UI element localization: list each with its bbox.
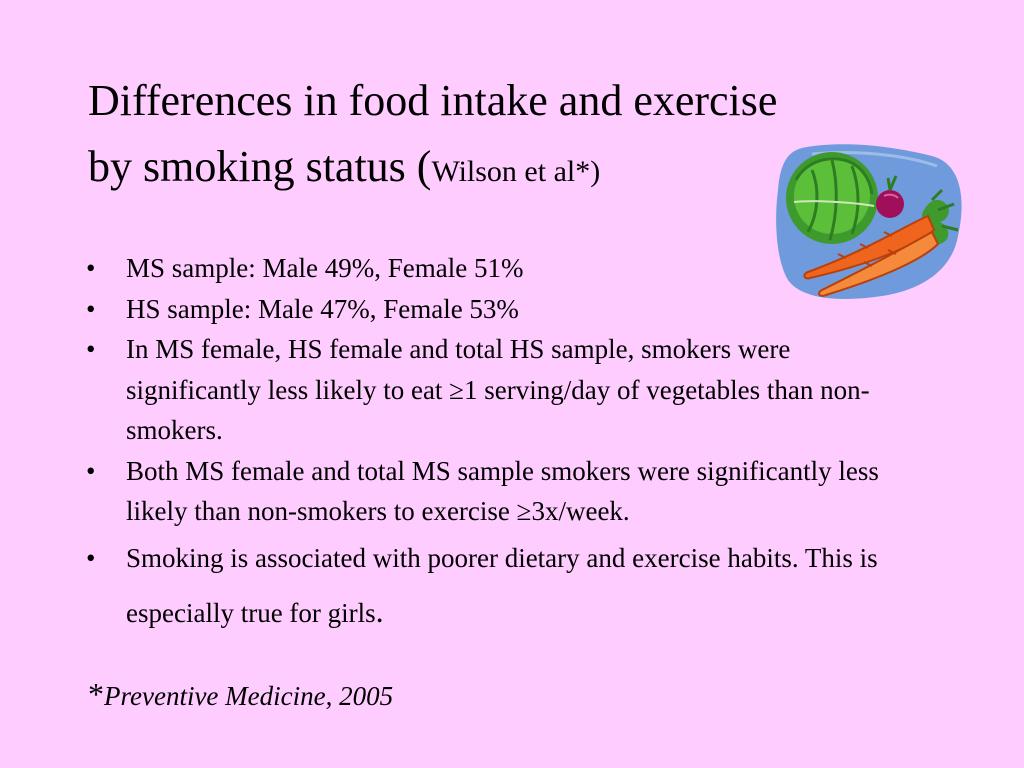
bullet-dot: • bbox=[86, 455, 96, 486]
bullet-text: Both MS female and total MS sample smoke… bbox=[126, 455, 879, 527]
bullet-text: Smoking is associated with poorer dietar… bbox=[126, 542, 878, 628]
vegetables-clipart-icon bbox=[776, 144, 962, 299]
bullet-text: HS sample: Male 47%, Female 53% bbox=[126, 293, 519, 324]
footnote: *Preventive Medicine, 2005 bbox=[88, 672, 393, 718]
footnote-source: Preventive Medicine, 2005 bbox=[104, 681, 394, 711]
bullet-item: • In MS female, HS female and total HS sa… bbox=[86, 329, 906, 451]
footnote-star: * bbox=[88, 676, 104, 712]
bullet-list: • MS sample: Male 49%, Female 51% • HS sam… bbox=[86, 248, 906, 640]
bullet-dot: • bbox=[86, 293, 96, 324]
title-line-2: by smoking status bbox=[88, 142, 406, 191]
title-line-1: Differences in food intake and exercise bbox=[88, 76, 778, 125]
bullet-text: In MS female, HS female and total HS sam… bbox=[126, 334, 870, 445]
bullet-item: • HS sample: Male 47%, Female 53% bbox=[86, 289, 906, 330]
bullet-period: . bbox=[375, 592, 384, 629]
bullet-item: • Both MS female and total MS sample smok… bbox=[86, 451, 906, 532]
bullet-dot: • bbox=[86, 334, 96, 364]
slide-title: Differences in food intake and exercise b… bbox=[88, 68, 788, 205]
title-cite-open: ( bbox=[416, 142, 432, 191]
bullet-text: MS sample: Male 49%, Female 51% bbox=[126, 253, 524, 283]
bullet-item: • Smoking is associated with poorer dieta… bbox=[86, 532, 906, 640]
title-citation: Wilson et al*) bbox=[431, 155, 601, 188]
bullet-dot: • bbox=[86, 542, 96, 573]
bullet-dot: • bbox=[86, 253, 96, 283]
bullet-item: • MS sample: Male 49%, Female 51% bbox=[86, 248, 906, 289]
